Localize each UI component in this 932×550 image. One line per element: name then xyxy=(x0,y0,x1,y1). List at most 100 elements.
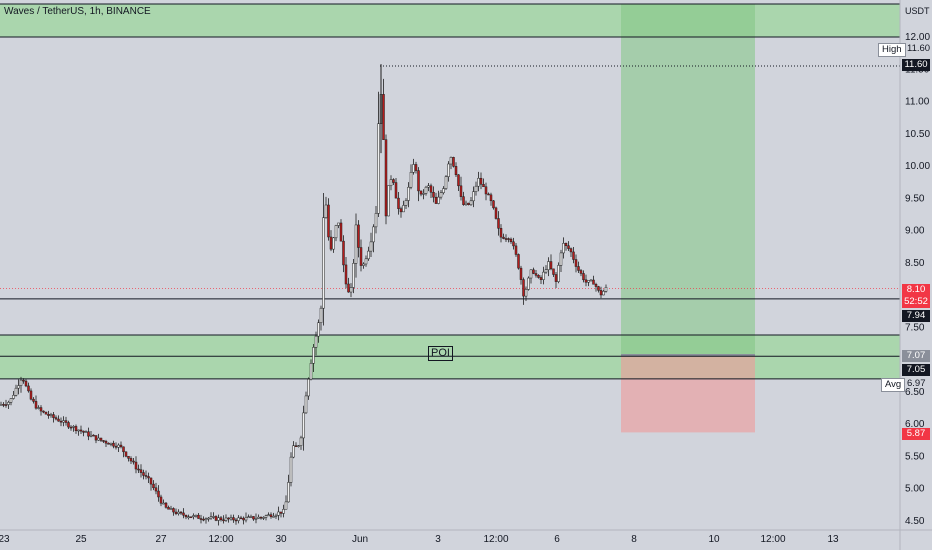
candle-body xyxy=(54,417,58,420)
candle-body xyxy=(309,363,313,380)
candle-body xyxy=(134,461,138,470)
candle-body xyxy=(254,518,258,520)
candle-body xyxy=(157,490,160,498)
candle-body xyxy=(32,398,35,402)
candle-body xyxy=(237,517,240,521)
candle-body xyxy=(464,202,468,205)
price-tick-label: 6.50 xyxy=(905,387,925,398)
candle-body xyxy=(442,188,445,194)
candle-body xyxy=(74,426,78,431)
candle-body xyxy=(84,431,88,433)
candle-body xyxy=(539,277,543,280)
candle-body xyxy=(0,404,3,406)
candle-body xyxy=(192,515,195,518)
candle-body xyxy=(199,518,203,520)
candle-body xyxy=(552,268,555,275)
candle-body xyxy=(427,185,430,188)
candle-body xyxy=(154,487,158,492)
candle-body xyxy=(97,437,100,441)
price-tick-label: 10.00 xyxy=(905,161,930,172)
candle-body xyxy=(132,460,135,463)
symbol-title[interactable]: Waves / TetherUS, 1h, BINANCE xyxy=(4,6,151,17)
candle-body xyxy=(107,442,110,445)
candle-body xyxy=(299,437,303,446)
candle-body xyxy=(7,402,10,405)
candle-body xyxy=(82,430,85,433)
time-label: 3 xyxy=(435,534,441,545)
candle-body xyxy=(304,395,308,414)
candle-body xyxy=(504,238,508,240)
candle-body xyxy=(219,517,223,521)
candle-body xyxy=(229,517,233,520)
candle-body xyxy=(214,516,218,521)
candle-body xyxy=(139,469,143,473)
poi-annotation[interactable]: POI xyxy=(428,346,453,361)
candle-body xyxy=(334,225,338,239)
candle-body xyxy=(484,186,488,195)
candle-body xyxy=(407,186,410,201)
candle-body xyxy=(369,241,373,252)
candle-body xyxy=(479,177,483,185)
candle-body xyxy=(129,458,133,462)
candle-body xyxy=(22,379,25,382)
candle-body xyxy=(312,347,315,364)
candle-body xyxy=(152,483,155,489)
candle-body xyxy=(587,280,590,283)
candle-body xyxy=(459,185,463,197)
candle-body xyxy=(437,196,440,204)
candle-body xyxy=(234,519,238,522)
candle-body xyxy=(302,412,305,439)
candle-body xyxy=(347,283,350,293)
candle-body xyxy=(167,507,170,510)
candle-body xyxy=(509,238,513,243)
candle-body xyxy=(494,207,498,219)
candle-body xyxy=(402,205,405,213)
candle-body xyxy=(319,307,323,323)
candle-body xyxy=(387,185,390,217)
candle-body xyxy=(327,204,330,238)
candle-body xyxy=(342,240,345,266)
time-label: 12:00 xyxy=(760,534,785,545)
candle-body xyxy=(217,517,220,521)
level-tag-7-05: 7.05 xyxy=(902,364,930,376)
candle-body xyxy=(532,269,535,274)
candle-body xyxy=(417,170,420,192)
candle-body xyxy=(542,271,545,280)
candle-body xyxy=(274,515,278,517)
time-label: 10 xyxy=(708,534,720,545)
price-tick-label: 5.00 xyxy=(905,484,925,495)
candle-body xyxy=(282,509,285,514)
candle-body xyxy=(144,475,148,477)
candle-body xyxy=(332,237,335,250)
candle-body xyxy=(204,518,208,521)
candle-body xyxy=(569,248,573,253)
candle-body xyxy=(19,379,23,386)
candle-body xyxy=(434,196,438,204)
candle-body xyxy=(582,273,585,281)
candle-body xyxy=(17,385,20,389)
candle-body xyxy=(599,290,603,296)
high-value: 11.60 xyxy=(907,43,931,54)
candle-body xyxy=(449,157,453,165)
candle-body xyxy=(462,196,465,205)
candle-body xyxy=(357,224,360,248)
candle-body xyxy=(149,477,153,485)
time-label: 25 xyxy=(75,534,87,545)
candle-body xyxy=(519,267,523,280)
candle-body xyxy=(197,514,200,519)
candle-body xyxy=(94,435,98,441)
candle-body xyxy=(492,200,495,209)
candle-body xyxy=(117,444,120,448)
candle-body xyxy=(397,197,400,209)
candle-body xyxy=(207,517,210,520)
candle-body xyxy=(44,411,48,415)
candle-body xyxy=(292,445,295,458)
candle-body xyxy=(114,445,118,448)
candle-body xyxy=(537,275,540,278)
candle-body xyxy=(39,407,43,412)
time-label: 30 xyxy=(275,534,287,545)
time-label: 27 xyxy=(155,534,167,545)
candle-body xyxy=(392,179,395,183)
